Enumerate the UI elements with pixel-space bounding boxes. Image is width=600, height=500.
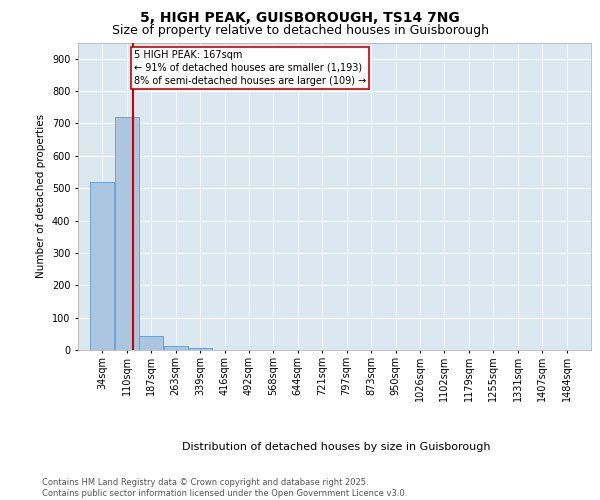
- Bar: [188, 348, 212, 350]
- Text: 5, HIGH PEAK, GUISBOROUGH, TS14 7NG: 5, HIGH PEAK, GUISBOROUGH, TS14 7NG: [140, 11, 460, 25]
- Bar: [91, 182, 114, 350]
- Y-axis label: Number of detached properties: Number of detached properties: [37, 114, 46, 278]
- Bar: [164, 346, 188, 350]
- Bar: [139, 336, 163, 350]
- Text: Distribution of detached houses by size in Guisborough: Distribution of detached houses by size …: [182, 442, 490, 452]
- Text: Size of property relative to detached houses in Guisborough: Size of property relative to detached ho…: [112, 24, 488, 37]
- Text: 5 HIGH PEAK: 167sqm
← 91% of detached houses are smaller (1,193)
8% of semi-deta: 5 HIGH PEAK: 167sqm ← 91% of detached ho…: [134, 50, 366, 86]
- Text: Contains HM Land Registry data © Crown copyright and database right 2025.
Contai: Contains HM Land Registry data © Crown c…: [42, 478, 407, 498]
- Bar: [115, 117, 139, 350]
